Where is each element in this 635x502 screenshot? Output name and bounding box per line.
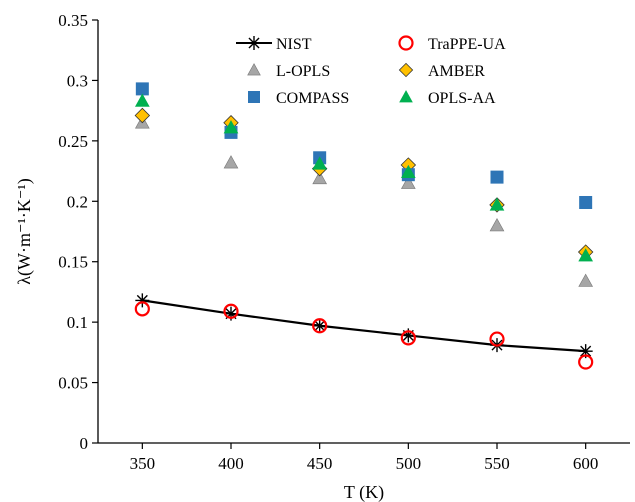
y-tick-label: 0.1 <box>67 313 88 332</box>
data-point-l-opls <box>400 175 416 189</box>
data-point-trappe-ua <box>223 303 239 319</box>
data-point-trappe-ua <box>400 330 416 346</box>
legend-item-opls-aa: OPLS-AA <box>399 90 496 107</box>
y-tick-label: 0 <box>80 434 89 453</box>
legend-item-compass: COMPASS <box>248 90 349 107</box>
series-trappe-ua <box>134 301 594 370</box>
data-point-opls-aa <box>400 164 416 179</box>
legend-label-amber: AMBER <box>428 63 485 80</box>
data-point-opls-aa <box>489 197 505 211</box>
legend-marker-l-opls <box>247 63 261 76</box>
axes <box>97 20 630 444</box>
x-axis-label: T (K) <box>344 482 384 502</box>
data-point-compass <box>579 195 593 209</box>
series-nist <box>135 293 593 359</box>
y-tick-label: 0.3 <box>67 71 88 90</box>
series-opls-aa <box>134 93 594 262</box>
legend-box <box>230 28 530 113</box>
data-point-trappe-ua <box>312 318 328 334</box>
legend-marker-opls-aa <box>399 90 413 103</box>
legend-item-trappe-ua: TraPPE-UA <box>398 35 506 53</box>
y-tick-label: 0.05 <box>58 374 88 393</box>
legend-label-l-opls: L-OPLS <box>276 63 330 80</box>
legend-label-compass: COMPASS <box>276 90 349 107</box>
data-point-nist <box>312 318 327 333</box>
x-tick-label: 450 <box>307 454 333 473</box>
series-line-nist <box>142 299 586 353</box>
data-point-opls-aa <box>578 248 594 262</box>
legend-marker-amber <box>398 62 414 78</box>
ticks: 0 0.05 0.1 0.15 0.2 0.25 0.3 0.35 350 400 450 500 55… <box>58 11 598 473</box>
data-point-trappe-ua <box>134 301 150 317</box>
data-point-opls-aa <box>134 93 150 107</box>
data-point-opls-aa <box>223 120 239 134</box>
y-tick-label: 0.15 <box>58 253 88 272</box>
data-point-nist <box>224 306 238 321</box>
series-amber <box>134 107 594 260</box>
y-axis-label: λ(W·m⁻¹·K⁻¹) <box>14 178 35 285</box>
data-point-trappe-ua <box>489 331 505 347</box>
data-point-opls-aa <box>312 156 328 170</box>
data-point-nist <box>578 344 593 359</box>
data-point-l-opls <box>489 218 505 232</box>
x-tick-label: 600 <box>573 454 599 473</box>
data-point-nist <box>135 293 150 308</box>
legend-item-amber: AMBER <box>398 62 485 80</box>
data-point-l-opls <box>578 273 594 287</box>
y-tick-label: 0.2 <box>67 192 88 211</box>
legend-label-opls-aa: OPLS-AA <box>428 90 496 107</box>
legend-marker-nist <box>247 36 261 50</box>
x-tick-label: 500 <box>396 454 422 473</box>
legend-label-trappe-ua: TraPPE-UA <box>428 36 506 53</box>
legend-label-nist: NIST <box>276 36 312 53</box>
data-point-amber <box>134 107 151 124</box>
legend-marker-compass <box>248 91 260 103</box>
data-point-l-opls <box>223 155 239 169</box>
legend-marker-trappe-ua <box>398 35 414 51</box>
data-point-compass <box>135 82 149 96</box>
x-tick-label: 550 <box>484 454 510 473</box>
x-tick-label: 400 <box>218 454 244 473</box>
data-point-nist <box>401 328 416 343</box>
series-l-opls <box>134 115 594 287</box>
series-layer <box>134 82 594 370</box>
legend: NIST TraPPE-UA L-OPLS AMBER COMPASS OPLS-AA <box>230 28 530 113</box>
data-point-trappe-ua <box>578 354 594 370</box>
x-tick-label: 350 <box>130 454 156 473</box>
data-point-l-opls <box>312 170 328 185</box>
y-tick-label: 0.25 <box>58 132 88 151</box>
y-tick-label: 0.35 <box>58 11 88 30</box>
data-point-compass <box>490 170 504 184</box>
legend-item-nist: NIST <box>236 36 312 53</box>
legend-item-l-opls: L-OPLS <box>247 63 330 80</box>
